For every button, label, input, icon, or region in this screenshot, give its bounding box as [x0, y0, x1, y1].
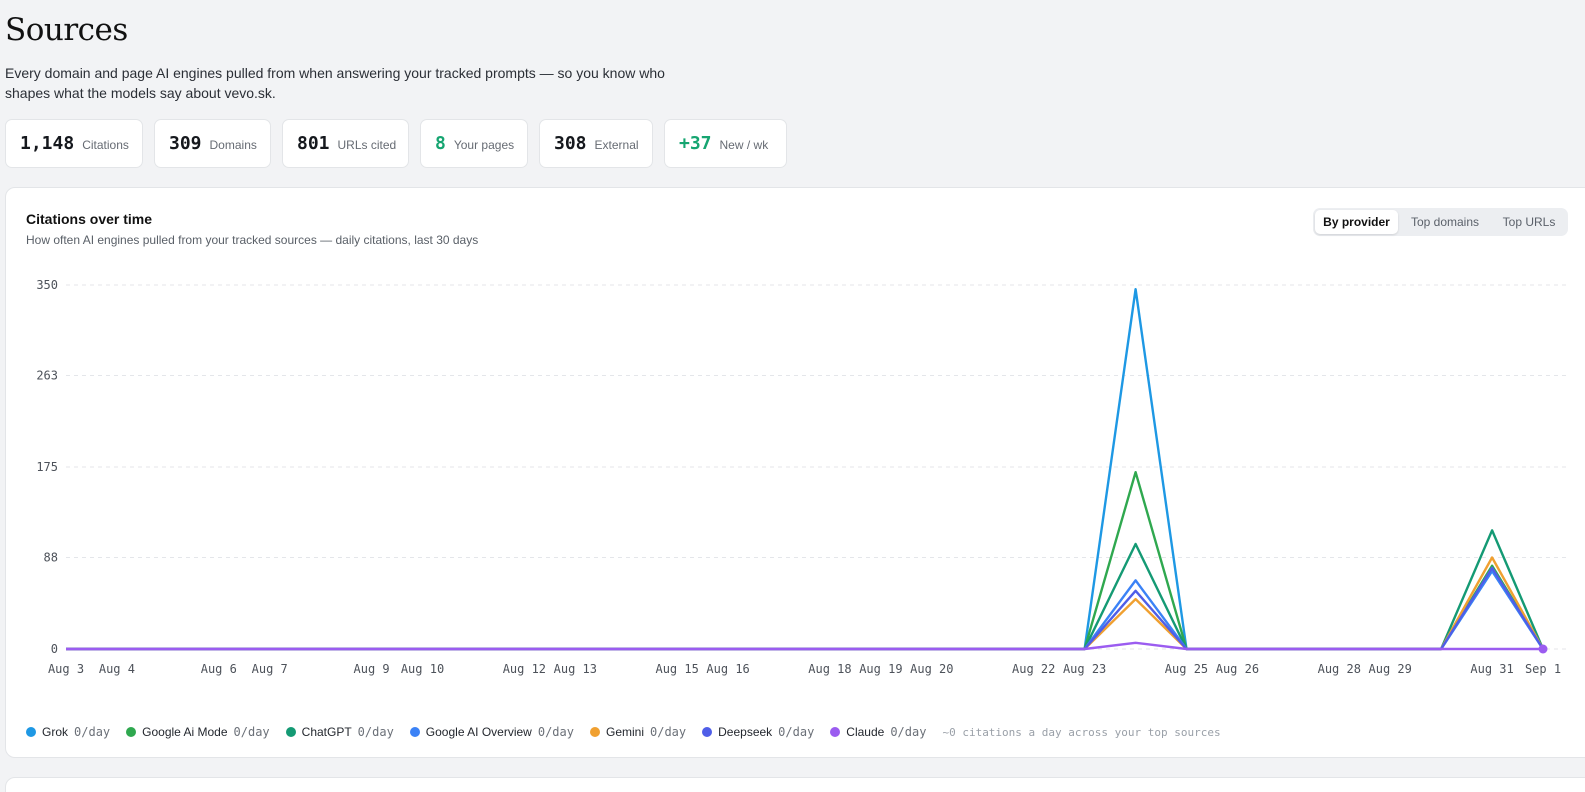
chart-legend: Grok 0/day Google Ai Mode 0/day ChatGPT 0/day…: [26, 723, 1221, 741]
x-tick-label: Aug 19: [859, 662, 902, 676]
x-tick-label: Aug 22: [1012, 662, 1055, 676]
x-tick-label: Aug 15: [655, 662, 698, 676]
series-line-deepseek: [66, 566, 1545, 651]
stat-new-per-week[interactable]: +37 New / wk: [664, 119, 787, 168]
series-line-grok: [66, 287, 1545, 651]
stat-value: 1,148: [20, 133, 75, 154]
stat-external[interactable]: 308 External: [539, 119, 653, 168]
legend-dot-icon: [830, 727, 841, 737]
stat-label: New / wk: [719, 138, 769, 152]
series-line-claude: [66, 641, 1543, 651]
stat-your-pages[interactable]: 8 Your pages: [420, 119, 528, 168]
view-toggle: By provider Top domains Top URLs: [1313, 208, 1568, 236]
y-tick-label: 0: [51, 642, 58, 656]
page-subtitle: Every domain and page AI engines pulled …: [5, 65, 665, 101]
series-line-chatgpt: [66, 529, 1545, 651]
stat-label: Citations: [82, 138, 129, 152]
x-tick-label: Aug 23: [1063, 662, 1106, 676]
legend-dot-icon: [409, 727, 420, 737]
stat-label: External: [594, 138, 639, 152]
stat-label: Your pages: [453, 138, 515, 152]
legend-label: Gemini: [605, 725, 644, 739]
legend-rate: 0/day: [74, 725, 111, 739]
x-tick-label: Aug 29: [1369, 662, 1412, 676]
legend-dot-icon: [702, 727, 713, 737]
legend-rate: 0/day: [650, 725, 687, 739]
legend-label: Grok: [42, 725, 69, 739]
x-tick-label: Aug 3: [48, 662, 84, 676]
stat-citations[interactable]: 1,148 Citations: [5, 119, 143, 168]
stat-label: Domains: [209, 138, 257, 152]
citations-line-chart: 0 88 175 263 350 Aug 3 Aug 4 Aug 6 Aug 7 Aug 9 Aug…: [36, 278, 1568, 676]
next-section-card: [5, 777, 1585, 792]
legend-item[interactable]: Google AI Overview 0/day: [409, 725, 574, 739]
tab-top-domains[interactable]: Top domains: [1410, 215, 1480, 229]
stat-value: 8: [435, 133, 446, 154]
x-tick-label: Aug 7: [252, 662, 288, 676]
chart-title: Citations over time: [26, 211, 153, 227]
series-endpoint-dot: [1538, 644, 1548, 654]
stat-value: 801: [297, 133, 330, 154]
y-tick-label: 263: [36, 368, 58, 382]
legend-label: ChatGPT: [301, 725, 352, 739]
page-title: Sources: [5, 12, 128, 48]
tab-by-provider[interactable]: By provider: [1315, 210, 1398, 234]
x-tick-label: Aug 26: [1216, 662, 1259, 676]
x-tick-label: Aug 20: [910, 662, 953, 676]
legend-label: Google AI Overview: [425, 725, 532, 739]
citations-over-time-card: Citations over time How often AI engines…: [5, 187, 1585, 758]
legend-dot-icon: [285, 727, 296, 737]
x-tick-label: Aug 16: [706, 662, 749, 676]
legend-dot-icon: [26, 727, 36, 737]
x-tick-label: Aug 12: [503, 662, 546, 676]
y-tick-label: 350: [36, 278, 58, 292]
legend-rate: 0/day: [890, 725, 927, 739]
legend-rate: 0/day: [537, 725, 574, 739]
legend-item[interactable]: Grok 0/day: [26, 725, 110, 739]
legend-rate: 0/day: [778, 725, 815, 739]
stat-value: 308: [554, 133, 587, 154]
x-tick-label: Aug 13: [554, 662, 597, 676]
legend-item[interactable]: Deepseek 0/day: [702, 725, 814, 739]
x-tick-label: Aug 31: [1470, 662, 1513, 676]
y-tick-label: 175: [36, 460, 58, 474]
stat-domains[interactable]: 309 Domains: [154, 119, 271, 168]
series-line-gemini: [66, 556, 1545, 651]
series-line-google-ai-overview: [66, 569, 1545, 651]
stat-value: 309: [169, 133, 202, 154]
x-tick-label: Aug 9: [354, 662, 390, 676]
legend-label: Claude: [846, 725, 885, 739]
legend-rate: 0/day: [357, 725, 394, 739]
x-tick-label: Aug 10: [401, 662, 444, 676]
legend-item[interactable]: Gemini 0/day: [589, 725, 687, 739]
legend-item[interactable]: Claude 0/day: [830, 725, 926, 739]
tab-top-urls[interactable]: Top URLs: [1502, 215, 1556, 229]
legend-label: Google Ai Mode: [142, 725, 228, 739]
chart-subtitle: How often AI engines pulled from your tr…: [26, 233, 479, 247]
legend-note: ~0 citations a day across your top sourc…: [942, 725, 1221, 739]
legend-item[interactable]: ChatGPT 0/day: [285, 725, 394, 739]
legend-dot-icon: [589, 727, 600, 737]
x-tick-label: Aug 6: [201, 662, 237, 676]
legend-dot-icon: [126, 727, 137, 737]
legend-rate: 0/day: [233, 725, 270, 739]
legend-label: Deepseek: [718, 725, 773, 739]
series-line-google-ai-mode: [66, 471, 1545, 651]
x-tick-label: Aug 4: [99, 662, 135, 676]
y-tick-label: 88: [44, 550, 58, 564]
x-tick-label: Aug 28: [1318, 662, 1361, 676]
stat-urls-cited[interactable]: 801 URLs cited: [282, 119, 409, 168]
x-tick-label: Aug 25: [1165, 662, 1208, 676]
stat-value: +37: [679, 133, 712, 154]
x-tick-label: Aug 18: [808, 662, 851, 676]
x-tick-label: Sep 1: [1525, 662, 1561, 676]
legend-item[interactable]: Google Ai Mode 0/day: [126, 725, 270, 739]
stat-label: URLs cited: [337, 138, 397, 152]
